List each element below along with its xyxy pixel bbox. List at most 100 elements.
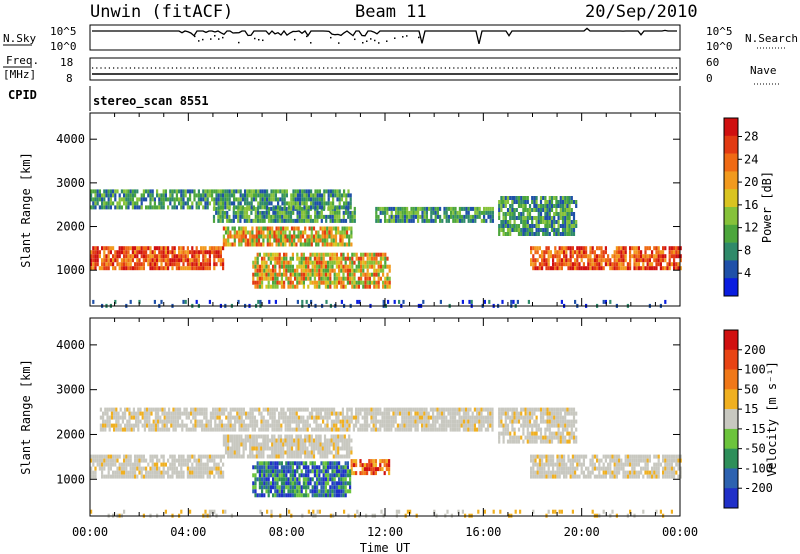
velocity-cell: [294, 477, 297, 482]
power-cell: [561, 200, 565, 204]
power-cell: [239, 193, 242, 198]
velocity-cell: [168, 411, 171, 416]
velocity-cell: [326, 415, 329, 420]
velocity-cell: [246, 434, 250, 439]
power-cell: [327, 214, 330, 219]
power-cell: [570, 228, 573, 232]
power-cell: [276, 260, 279, 265]
power-cell: [263, 214, 266, 219]
velocity-cell: [219, 474, 222, 479]
power-cell: [567, 258, 570, 263]
velocity-cell: [596, 454, 599, 459]
velocity-cell: [379, 419, 382, 424]
power-cell: [262, 226, 265, 231]
velocity-cell: [196, 423, 199, 428]
velocity-cell: [207, 427, 210, 432]
power-cell: [489, 210, 492, 215]
velocity-cell: [158, 474, 161, 479]
power-cell: [329, 284, 332, 289]
velocity-cell: [283, 477, 286, 482]
velocity-cell: [383, 471, 386, 476]
power-cell: [602, 299, 605, 304]
power-cell: [576, 250, 579, 255]
power-cell: [555, 228, 558, 232]
power-cell: [222, 197, 225, 202]
velocity-cell: [252, 473, 255, 478]
velocity-cell: [489, 419, 492, 424]
power-cell: [279, 189, 282, 194]
power-cell: [158, 201, 161, 206]
velocity-cell: [249, 407, 252, 412]
power-cell: [272, 214, 275, 219]
velocity-cell: [227, 442, 230, 447]
power-cell: [574, 299, 577, 304]
power-cell: [276, 214, 279, 219]
velocity-cell: [119, 407, 122, 412]
power-cell: [544, 228, 547, 232]
velocity-cell: [120, 474, 123, 479]
velocity-cell: [324, 481, 327, 486]
power-cell: [311, 252, 314, 257]
velocity-cell: [238, 434, 241, 439]
power-cell: [289, 218, 293, 223]
power-cell: [118, 193, 121, 198]
power-cell: [294, 193, 297, 198]
velocity-cell: [311, 415, 314, 420]
power-cell: [112, 258, 115, 263]
power-cell: [633, 262, 636, 267]
power-cell: [533, 232, 536, 236]
power-cell: [164, 193, 167, 198]
power-cell: [109, 246, 112, 251]
velocity-cell: [350, 450, 353, 455]
velocity-cell: [157, 415, 160, 420]
power-cell: [211, 197, 214, 202]
power-cell: [423, 214, 426, 219]
power-cell: [123, 266, 126, 271]
nsky-tick-bottom: 10^0: [50, 40, 77, 53]
power-cell: [228, 205, 231, 210]
power-cell: [107, 262, 110, 267]
power-cell: [296, 197, 299, 202]
power-cell: [235, 189, 238, 194]
velocity-cell: [390, 427, 393, 432]
velocity-cell: [545, 462, 548, 467]
velocity-cell: [107, 454, 110, 459]
power-cell: [294, 205, 297, 210]
velocity-cell: [229, 419, 232, 424]
power-cell: [506, 224, 510, 228]
velocity-cell: [189, 474, 192, 479]
power-cell: [526, 196, 529, 200]
velocity-cell: [344, 485, 347, 490]
velocity-cell: [491, 411, 494, 416]
velocity-cell: [416, 415, 419, 420]
velocity-cell: [637, 470, 640, 475]
velocity-cell: [335, 473, 338, 478]
velocity-cell: [225, 423, 228, 428]
power-cell: [535, 228, 538, 232]
velocity-cell: [405, 407, 408, 412]
power-cell: [208, 262, 211, 267]
power-cell: [251, 238, 254, 243]
power-cell: [291, 280, 294, 285]
velocity-cell: [350, 446, 353, 451]
power-cell: [300, 264, 303, 269]
velocity-cell: [429, 427, 432, 432]
power-cell: [339, 238, 342, 243]
power-cell: [285, 206, 288, 211]
power-cell: [399, 218, 402, 223]
velocity-cell: [329, 489, 332, 494]
velocity-cell: [139, 411, 142, 416]
power-cell: [233, 242, 236, 247]
power-cell: [559, 208, 562, 212]
power-cell: [555, 204, 558, 208]
power-cell: [547, 258, 550, 263]
velocity-cell: [440, 415, 443, 420]
velocity-cell: [291, 485, 294, 490]
velocity-cell: [388, 471, 391, 476]
power-cell: [271, 226, 274, 231]
power-cell: [467, 210, 470, 215]
velocity-cell: [208, 466, 211, 471]
power-cell: [350, 242, 353, 247]
velocity-cell: [251, 438, 254, 443]
